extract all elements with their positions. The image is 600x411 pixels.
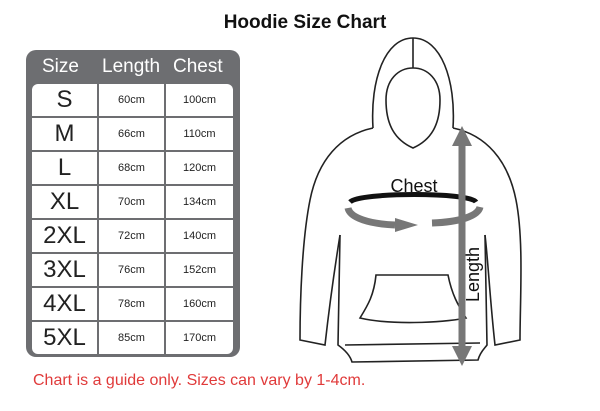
length-arrow-top [452,126,472,146]
cell-size: S [32,84,97,116]
chest-label: Chest [390,176,437,196]
chest-measure-line [348,192,479,205]
cell-chest: 134cm [166,186,233,218]
cell-size: M [32,118,97,150]
cell-chest: 100cm [166,84,233,116]
cell-chest: 110cm [166,118,233,150]
cell-chest: 120cm [166,152,233,184]
header-size: Size [42,56,79,77]
hoodie-outline [299,37,522,363]
length-label: Length [463,247,483,302]
header-length: Length [102,56,161,77]
cell-length: 85cm [99,322,164,354]
cell-length: 70cm [99,186,164,218]
cell-size: 3XL [32,254,97,286]
chest-arrow [344,206,396,229]
chart-title: Hoodie Size Chart [223,12,387,33]
cell-chest: 160cm [166,288,233,320]
cell-length: 60cm [99,84,164,116]
cell-size: L [32,152,97,184]
length-arrow-bottom [452,346,472,366]
cell-length: 66cm [99,118,164,150]
cell-size: XL [32,186,97,218]
cell-chest: 140cm [166,220,233,252]
cell-size: 2XL [32,220,97,252]
cell-length: 78cm [99,288,164,320]
chest-arrow-head [395,218,418,232]
header-chest: Chest [173,56,223,77]
cell-length: 76cm [99,254,164,286]
size-table: Size Length Chest S 60cm 100cm M 66cm 110cm L 6… [26,50,240,357]
cell-size: 5XL [32,322,97,354]
cell-chest: 152cm [166,254,233,286]
guide-note: Chart is a guide only. Sizes can vary by… [33,372,366,389]
cell-length: 72cm [99,220,164,252]
cell-chest: 170cm [166,322,233,354]
cell-size: 4XL [32,288,97,320]
cell-length: 68cm [99,152,164,184]
